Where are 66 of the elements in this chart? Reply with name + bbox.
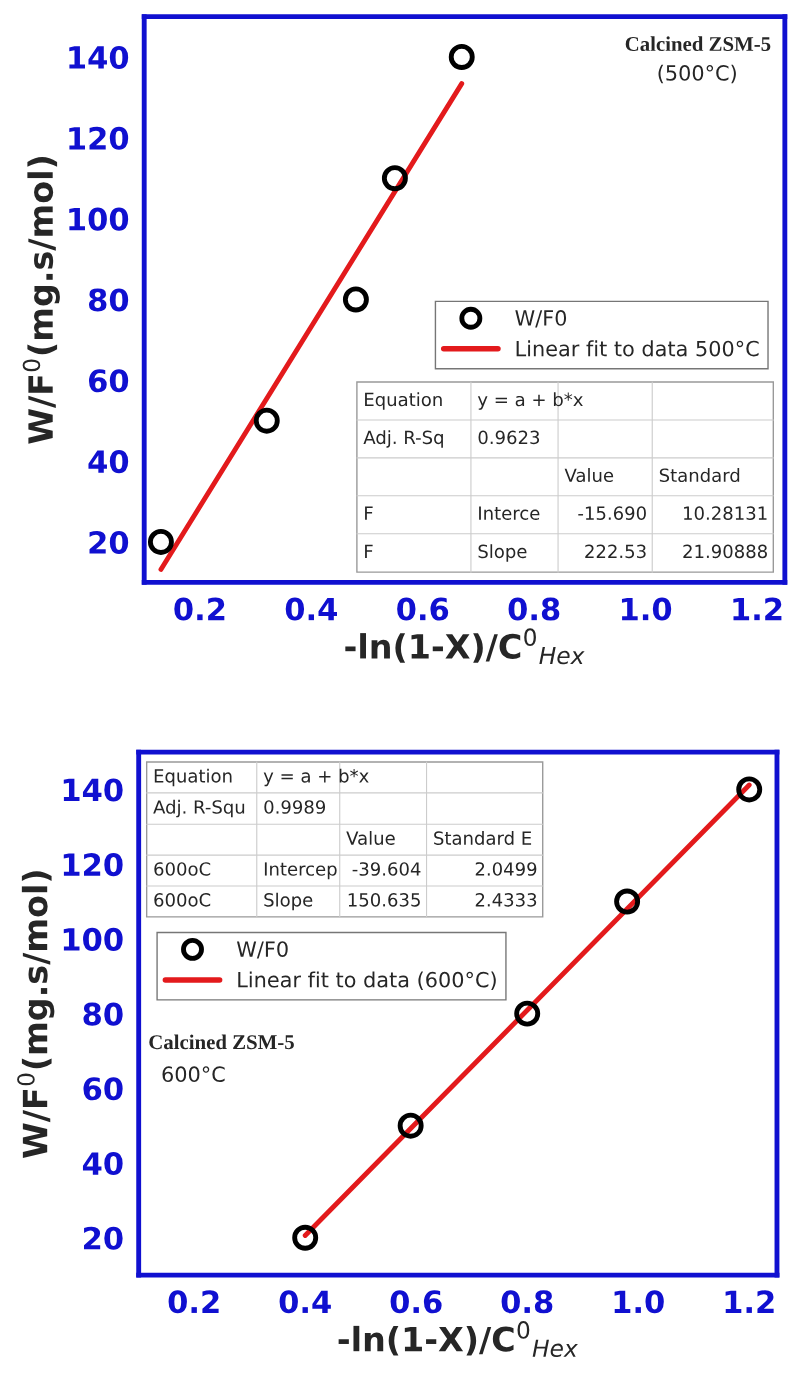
x-axis-title: -ln(1-X)/C$^{0}$$_{Hex}$ [338,1321,578,1357]
y-tick-label: 60 [89,369,129,393]
x-tick-label: 0.6 [390,1290,442,1314]
annotation: Value [346,830,395,845]
annotation: 222.53 [585,544,646,559]
y-axis-title: W/F$^{0}$(mg.s/mol) [22,157,60,444]
annotation: Interce [479,506,540,520]
y-tick-label: 80 [83,1002,123,1026]
annotation: -39.604 [352,862,421,876]
x-tick-label: 1.0 [614,1290,664,1314]
annotation: Calcined ZSM-5 [625,36,771,52]
annotation: y = a + b*x [263,768,369,787]
legend-label: Linear fit to data (600°C) [238,971,496,990]
y-tick-label: 140 [63,778,123,802]
annotation: Slope [264,892,313,911]
annotation: 600oC [154,862,211,876]
legend-label: Linear fit to data 500°C [516,340,759,357]
x-tick-label: 0.6 [397,597,449,621]
annotation: 2.4333 [475,893,537,907]
annotation: Standard E [434,830,532,845]
annotation: Value [564,468,614,483]
annotation: Calcined ZSM-5 [149,1034,294,1050]
x-tick-label: 0.2 [168,1290,219,1314]
annotation: Intercep [264,862,337,880]
y-tick-label: 140 [69,45,129,70]
annotation: Adj. R-Sq [363,430,443,448]
y-tick-label: 120 [69,126,129,150]
y-tick-label: 100 [63,927,123,951]
annotation: 600oC [154,893,211,907]
annotation: Equation [154,768,232,787]
annotation: 0.9989 [264,800,326,814]
annotation: Equation [365,392,442,410]
y-axis-title: W/F$^{0}$(mg.s/mol) [17,871,55,1158]
annotation: 2.0499 [475,862,537,876]
annotation: 150.635 [348,893,420,907]
x-tick-label: 0.4 [285,597,337,621]
x-tick-label: 1.2 [725,1290,774,1313]
y-tick-label: 40 [82,1151,123,1176]
y-tick-label: 40 [88,450,129,474]
annotation: (500°C) [658,64,736,84]
annotation: F [365,506,373,520]
y-tick-label: 20 [89,530,129,554]
y-tick-label: 60 [83,1077,123,1101]
y-tick-label: 120 [63,853,123,877]
y-tick-label: 80 [88,288,129,312]
x-tick-label: 0.2 [174,597,225,621]
annotation: 21.90888 [683,544,767,559]
x-tick-label: 0.8 [508,597,560,621]
x-tick-label: 1.0 [621,597,672,621]
legend-label: W/F0 [236,941,288,959]
annotation: F [365,544,373,558]
annotation: 10.28131 [684,506,767,520]
x-tick-label: 0.4 [279,1290,331,1314]
x-axis-title: -ln(1-X)/C$^{0}$$_{Hex}$ [345,628,585,665]
annotation: -15.690 [578,506,646,520]
x-tick-label: 1.2 [733,597,782,621]
y-tick-label: 20 [84,1226,123,1250]
annotation: y = a + b*x [477,392,583,410]
y-tick-label: 100 [69,207,129,231]
annotation: 600°C [162,1066,225,1083]
annotation: Standard [659,468,740,483]
annotation: 0.9623 [478,430,540,445]
legend-label: W/F0 [515,310,567,328]
annotation: Slope [478,544,527,562]
annotation: Adj. R-Squ [153,799,245,818]
x-tick-label: 0.8 [501,1290,553,1314]
